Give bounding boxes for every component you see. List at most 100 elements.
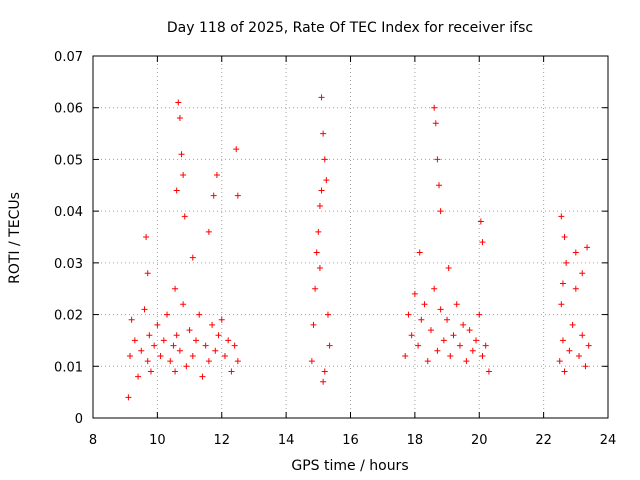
data-points: [125, 94, 592, 401]
x-tick-label: 12: [213, 433, 230, 448]
data-point: [561, 234, 568, 240]
data-point: [138, 347, 145, 354]
data-point: [127, 352, 134, 359]
data-point: [176, 347, 183, 354]
data-point: [572, 249, 579, 256]
data-point: [193, 337, 199, 344]
data-point: [313, 249, 320, 256]
data-point: [321, 156, 328, 163]
data-point: [196, 311, 203, 318]
x-tick-label: 8: [89, 433, 97, 448]
data-point: [456, 342, 463, 349]
data-point: [469, 347, 476, 354]
data-point: [320, 130, 327, 137]
data-point: [164, 311, 171, 318]
data-point: [170, 342, 177, 349]
data-point: [460, 321, 467, 328]
data-point: [405, 311, 412, 318]
data-point: [176, 115, 183, 122]
data-point: [559, 337, 566, 344]
data-point: [556, 358, 563, 365]
data-point: [234, 192, 241, 199]
x-tick-label: 16: [342, 433, 359, 448]
data-point: [178, 151, 185, 158]
data-point: [310, 321, 317, 328]
data-point: [316, 265, 323, 272]
x-tick-label: 10: [149, 433, 166, 448]
data-point: [411, 290, 418, 297]
data-point: [482, 342, 489, 349]
data-point: [221, 352, 228, 359]
y-tick-label: 0.04: [54, 205, 83, 220]
data-point: [558, 301, 565, 308]
data-point: [572, 285, 579, 292]
data-point: [320, 378, 327, 385]
x-tick-label: 14: [278, 433, 295, 448]
y-tick-label: 0: [75, 412, 83, 427]
data-point: [146, 332, 153, 339]
data-point: [326, 342, 333, 349]
data-point: [175, 99, 182, 106]
data-point: [418, 316, 425, 323]
data-point: [402, 352, 409, 359]
data-point: [173, 187, 180, 194]
y-tick-label: 0.07: [54, 50, 83, 65]
data-point: [579, 270, 586, 277]
axis-ticks: 8 10 12 14 16 18 20 22 24 0 0.01 0.02 0.03 0.04 0.05 0.…: [54, 50, 616, 448]
data-point: [432, 120, 439, 127]
data-point: [189, 254, 196, 261]
data-point: [569, 321, 576, 328]
data-point: [473, 337, 480, 344]
data-point: [205, 358, 212, 365]
data-point: [212, 347, 219, 354]
data-point: [157, 352, 164, 359]
y-tick-label: 0.05: [54, 153, 83, 168]
data-point: [466, 327, 473, 334]
x-axis-label: GPS time / hours: [291, 458, 408, 474]
data-point: [144, 270, 151, 277]
y-tick-label: 0.06: [54, 102, 83, 117]
data-point: [316, 202, 323, 209]
data-point: [582, 363, 589, 370]
data-point: [233, 146, 240, 153]
data-point: [566, 347, 573, 354]
data-point: [584, 244, 591, 251]
data-point: [160, 337, 167, 344]
grid-lines: [93, 56, 608, 418]
data-point: [427, 327, 434, 334]
data-point: [147, 368, 154, 375]
data-point: [477, 218, 484, 225]
data-point: [436, 182, 443, 189]
y-tick-label: 0.01: [54, 360, 83, 375]
data-point: [321, 368, 328, 375]
data-point: [585, 342, 592, 349]
data-point: [440, 337, 447, 344]
data-point: [408, 332, 415, 339]
data-point: [180, 171, 187, 178]
data-point: [218, 316, 225, 323]
data-point: [183, 363, 190, 370]
data-point: [559, 280, 566, 287]
data-point: [131, 337, 138, 344]
data-point: [135, 373, 142, 380]
data-point: [450, 332, 457, 339]
y-tick-label: 0.02: [54, 309, 83, 324]
data-point: [186, 327, 193, 334]
data-point: [205, 228, 212, 235]
data-point: [453, 301, 460, 308]
data-point: [576, 352, 583, 359]
data-point: [210, 192, 217, 199]
data-point: [228, 368, 235, 375]
data-point: [141, 306, 148, 313]
data-point: [181, 213, 188, 220]
data-point: [415, 342, 422, 349]
data-point: [308, 358, 315, 365]
data-point: [202, 342, 209, 349]
data-point: [215, 332, 222, 339]
data-point: [128, 316, 135, 323]
data-point: [213, 171, 220, 178]
data-point: [447, 352, 454, 359]
data-point: [318, 187, 325, 194]
data-point: [172, 285, 179, 292]
